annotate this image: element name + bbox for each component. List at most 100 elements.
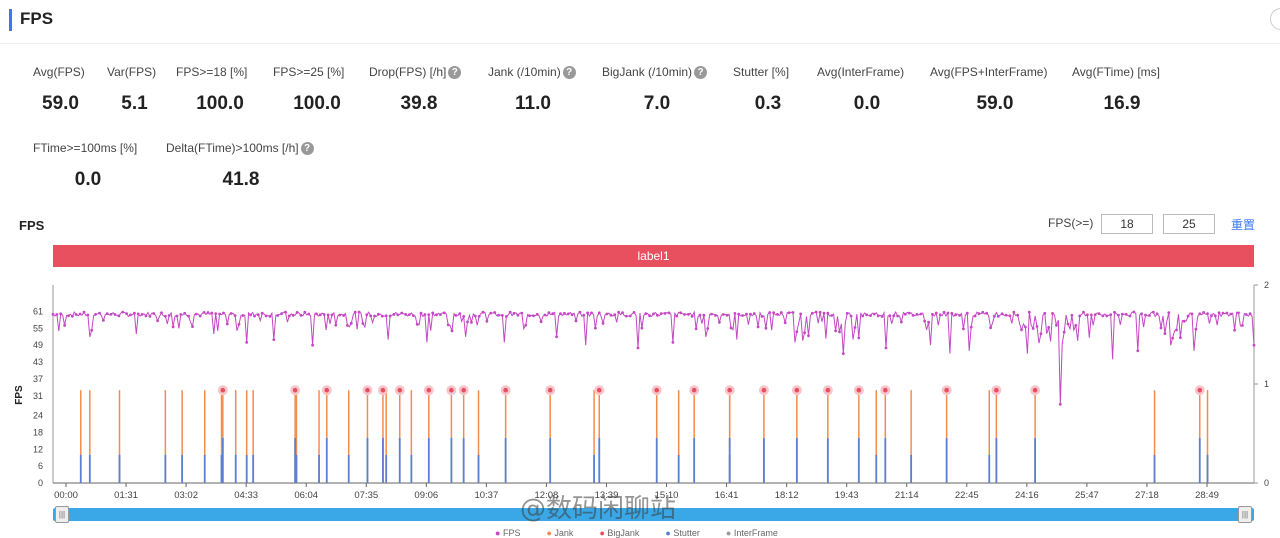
fps-point — [435, 313, 438, 317]
fps-point — [535, 312, 539, 316]
fps-point — [752, 312, 756, 315]
fps-point — [834, 329, 837, 333]
fps-point — [427, 313, 431, 316]
fps-point — [795, 330, 799, 334]
slider-right-handle[interactable]: ||| — [1238, 506, 1252, 523]
collapse-toggle[interactable] — [1270, 8, 1280, 30]
fps-point — [1078, 314, 1082, 318]
fps-point — [919, 312, 923, 316]
fps-point — [1217, 311, 1221, 315]
fps-point — [644, 312, 648, 315]
fps-point — [938, 313, 942, 317]
y-tick-label: 0 — [38, 478, 43, 488]
legend-item[interactable]: ● BigJank — [599, 528, 640, 538]
fps-point — [563, 311, 566, 315]
fps-point — [962, 327, 965, 331]
metric-label-text: Avg(InterFrame) — [817, 65, 905, 79]
metric-label-text: Avg(FPS+InterFrame) — [930, 65, 1048, 79]
fps-threshold-low-input[interactable]: 18 — [1101, 214, 1153, 234]
fps-point — [442, 311, 446, 315]
fps-point — [609, 313, 613, 317]
fps-point — [1012, 310, 1016, 314]
fps-point — [466, 320, 469, 324]
fps-point — [78, 312, 82, 316]
fps-point — [640, 326, 644, 330]
metric-value: 0.3 — [754, 93, 782, 114]
fps-point — [233, 314, 237, 317]
y-tick-label: 18 — [33, 427, 43, 437]
chart-title: FPS — [19, 218, 45, 233]
legend-item[interactable]: ● Jank — [546, 528, 574, 538]
metric-label-text: BigJank (/10min) — [602, 65, 693, 79]
fps-threshold-high-input[interactable]: 25 — [1163, 214, 1215, 234]
help-icon[interactable]: ? — [562, 65, 576, 79]
fps-point — [90, 328, 94, 332]
bigjank-point — [461, 387, 466, 393]
fps-point — [993, 314, 996, 318]
fps-point — [934, 311, 938, 315]
label-bar[interactable]: label1 — [53, 245, 1254, 267]
fps-point — [1124, 312, 1128, 316]
fps-point — [915, 313, 919, 316]
fps-point — [1016, 313, 1020, 317]
bigjank-point — [449, 387, 454, 393]
slider-left-handle[interactable]: ||| — [55, 506, 69, 523]
metric-label-text: Jank (/10min) — [488, 65, 561, 79]
fps-point — [578, 310, 582, 314]
metric-label: FPS>=18 [%] — [176, 65, 264, 79]
fps-point — [82, 310, 86, 314]
fps-point — [706, 327, 710, 330]
fps-point — [965, 311, 969, 315]
metric-label: FPS>=25 [%] — [273, 65, 361, 79]
metric-value: 100.0 — [293, 93, 341, 114]
fps-point — [876, 314, 880, 318]
time-range-slider[interactable] — [53, 508, 1254, 521]
fps-point — [1043, 311, 1047, 315]
fps-point — [648, 314, 651, 318]
x-tick-label: 12:08 — [535, 490, 559, 501]
metric-3: FPS>=25 [%] 100.0 — [273, 65, 361, 115]
x-tick-label: 19:43 — [835, 490, 859, 501]
legend-item[interactable]: ● FPS — [495, 528, 521, 538]
fps-point — [830, 314, 834, 317]
help-icon[interactable]: ? — [300, 141, 314, 155]
fps-point — [187, 314, 191, 318]
fps-point — [59, 312, 63, 316]
metric-value: 41.8 — [222, 169, 260, 190]
fps-point — [911, 314, 915, 317]
fps-point — [586, 311, 589, 315]
legend-item[interactable]: ● Stutter — [665, 528, 700, 538]
fps-point — [1113, 310, 1116, 314]
x-tick-label: 22:45 — [955, 490, 979, 501]
fps-point — [140, 313, 144, 316]
bigjank-point — [1032, 387, 1038, 393]
fps-point — [167, 314, 171, 317]
fps-point — [687, 313, 690, 316]
metric-label: Avg(FPS) — [33, 65, 88, 79]
fps-point — [632, 311, 636, 314]
fps-point — [361, 322, 365, 325]
fps-point — [907, 311, 911, 315]
chart-legend: ● FPS ● Jank ● BigJank ● Stutter ● InterFram… — [495, 528, 778, 538]
fps-point — [1221, 311, 1225, 315]
fps-point — [388, 314, 392, 318]
metric-6: BigJank (/10min)? 7.0 — [602, 65, 712, 115]
x-tick-label: 07:35 — [354, 490, 378, 501]
fps-point — [539, 320, 543, 324]
fps-point — [450, 329, 454, 333]
help-icon[interactable]: ? — [694, 65, 708, 79]
x-tick-label: 28:49 — [1195, 490, 1219, 501]
fps-point — [512, 311, 516, 315]
y-tick-label: 61 — [33, 306, 43, 316]
fps-point — [764, 326, 768, 330]
fps-point — [1058, 402, 1062, 406]
help-icon[interactable]: ? — [448, 65, 462, 79]
y-tick-label: 37 — [33, 374, 43, 384]
fps-point — [71, 314, 74, 318]
fps-point — [791, 311, 795, 314]
legend-item[interactable]: ● InterFrame — [725, 528, 778, 538]
fps-point — [1202, 311, 1205, 314]
reset-button[interactable]: 重置 — [1231, 218, 1256, 232]
metric-label: BigJank (/10min)? — [602, 65, 712, 79]
fps-point — [117, 314, 121, 318]
